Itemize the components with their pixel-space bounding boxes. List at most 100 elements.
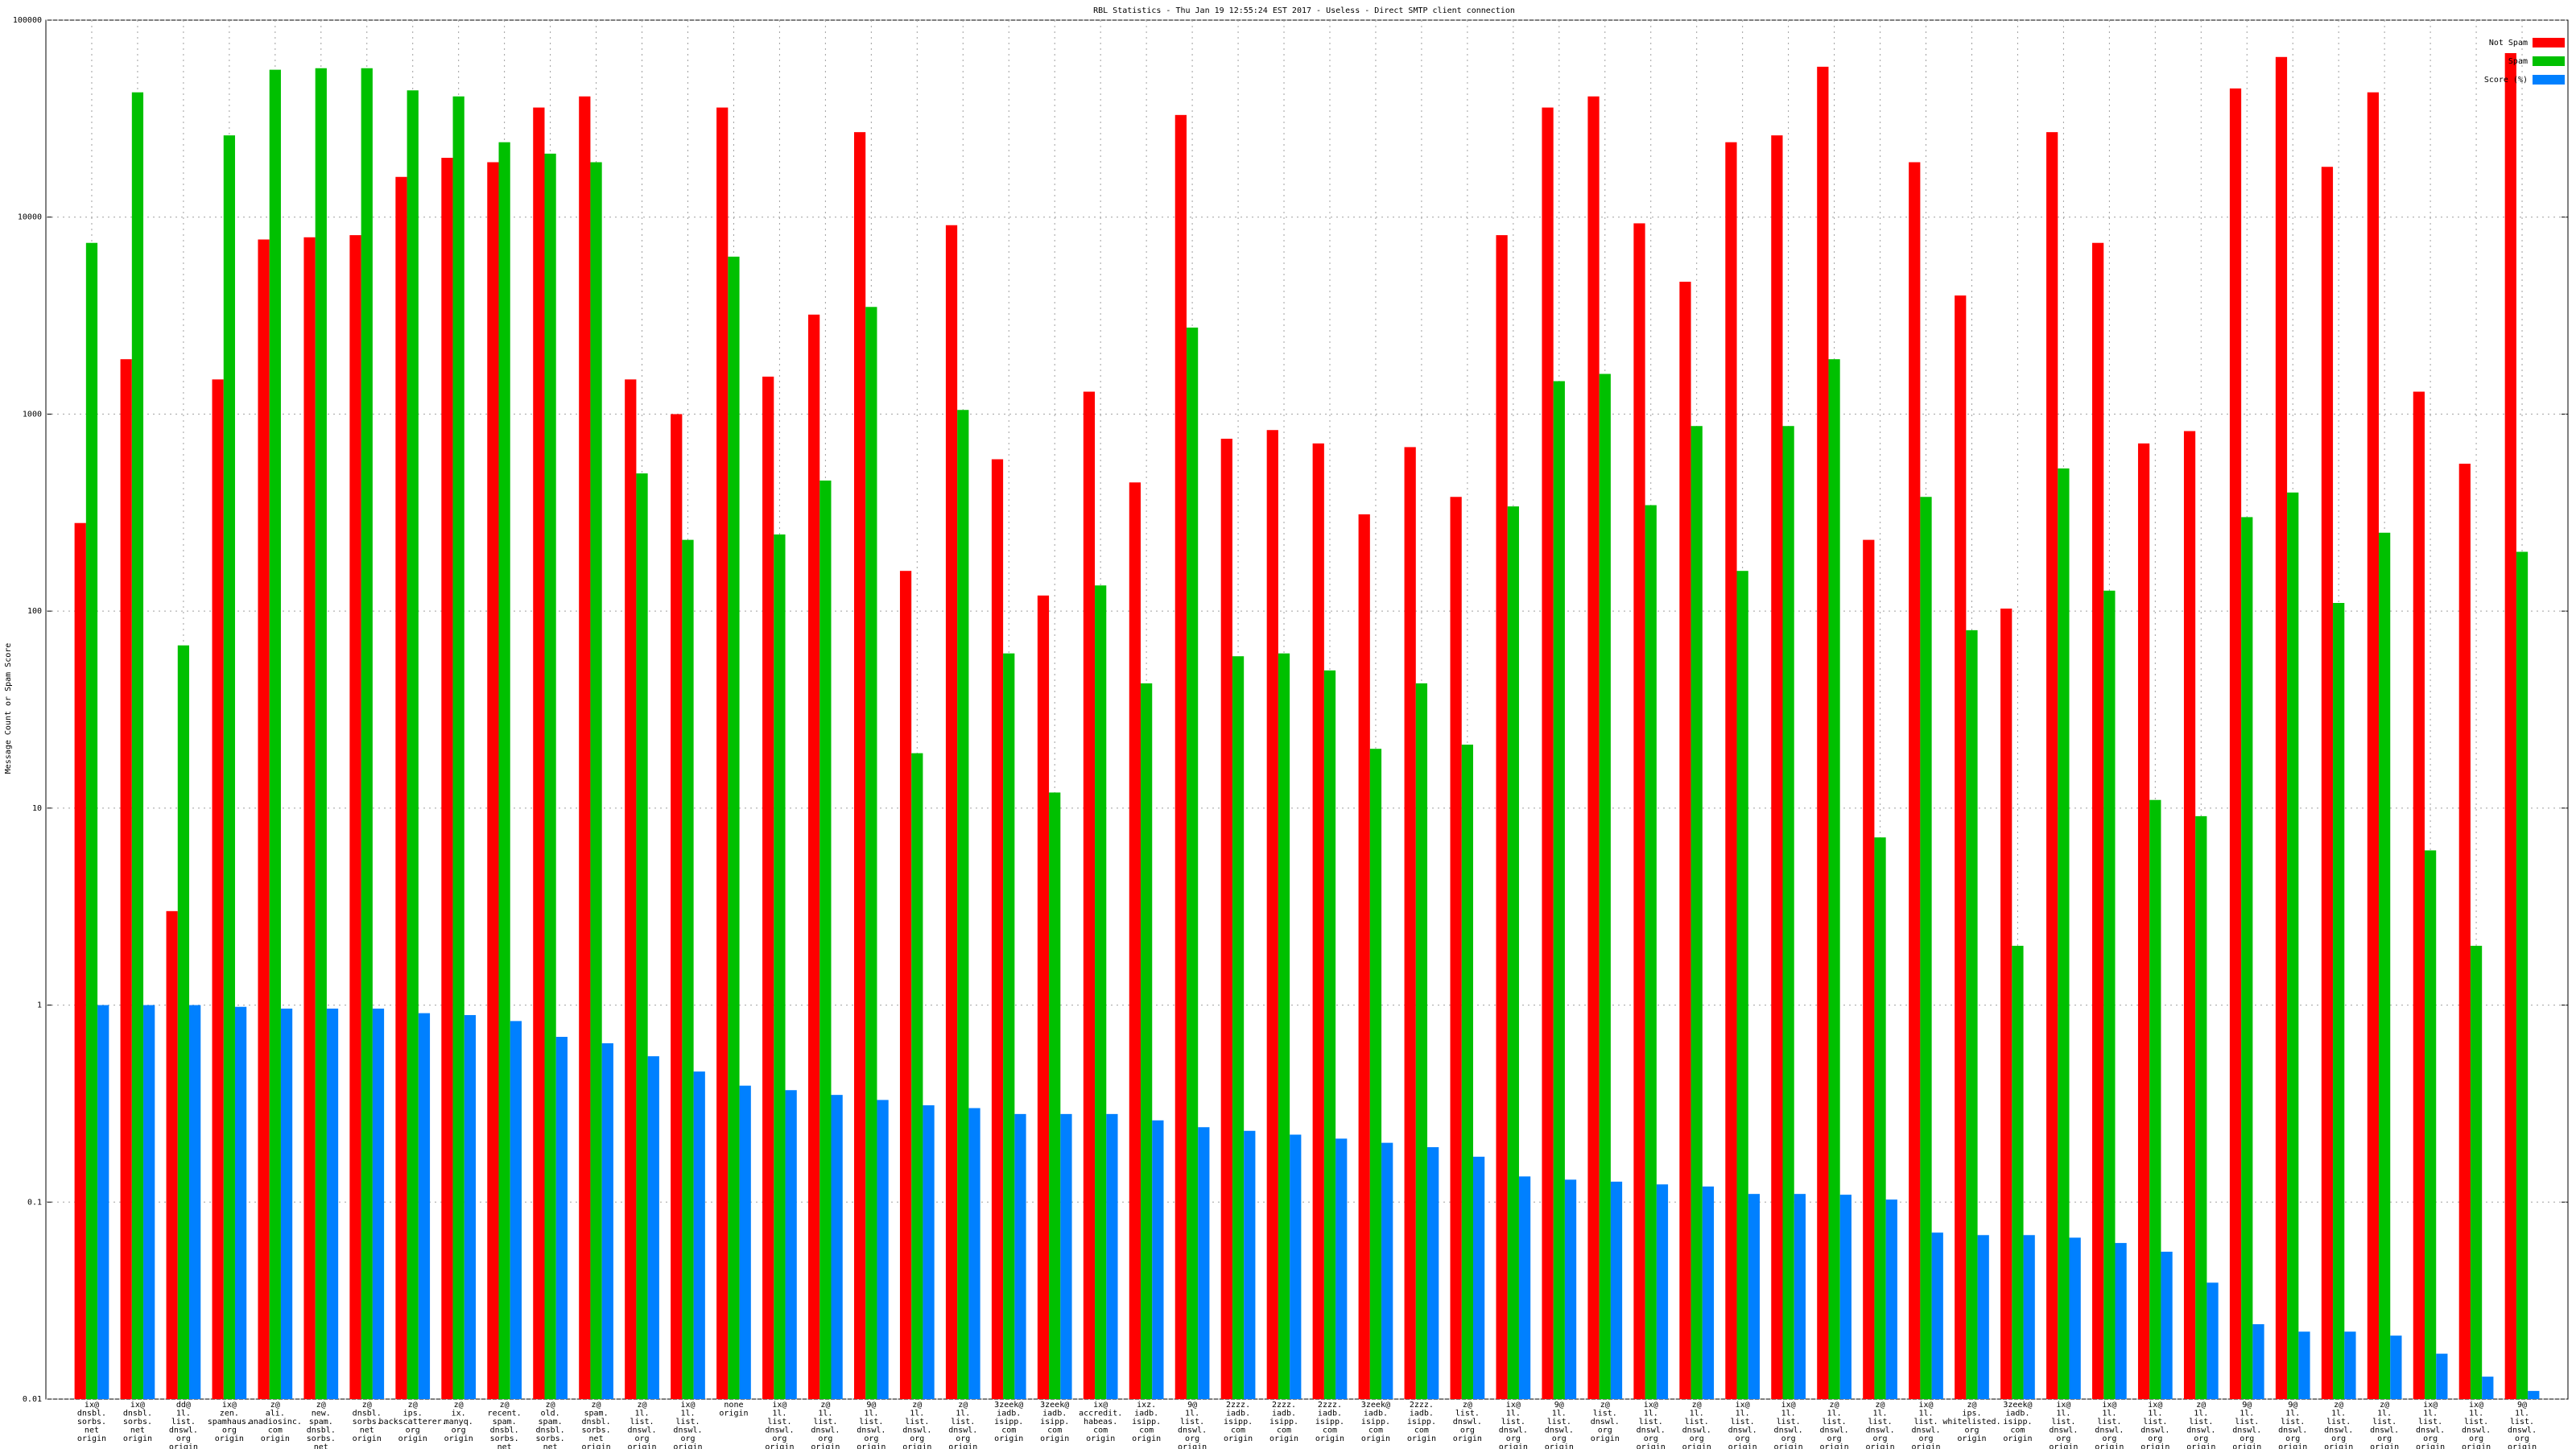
- x-tick-label-line: z@: [1830, 1401, 1839, 1410]
- bar: [1817, 66, 1829, 1399]
- x-tick-label: ix@ 1l. list. dnswl. org origin: [1774, 1401, 1803, 1449]
- bar: [544, 153, 556, 1399]
- x-tick-label-line: dd@: [176, 1401, 191, 1410]
- x-tick-label: z@ list. dnswl. org origin: [1591, 1401, 1620, 1443]
- x-tick-label-line: iadb.: [1410, 1410, 1434, 1418]
- bar: [2069, 1237, 2081, 1399]
- x-tick-label-line: z@: [454, 1401, 464, 1410]
- bar: [1610, 1181, 1623, 1399]
- x-tick-label-line: list.: [1455, 1410, 1480, 1418]
- bar: [739, 1085, 751, 1399]
- bar: [1232, 656, 1245, 1399]
- bar: [2424, 850, 2437, 1399]
- x-tick-label: 3zeek@ iadb. isipp. com origin: [2003, 1401, 2032, 1443]
- x-tick-label-line: dnswl.: [2049, 1426, 2078, 1435]
- x-tick-label-line: dnsbl.: [77, 1410, 106, 1418]
- x-tick-label-line: z@: [1463, 1401, 1472, 1410]
- y-axis-label: Message Count or Spam Score: [4, 643, 13, 774]
- x-tick-label-line: dnswl.: [2095, 1426, 2124, 1435]
- x-tick-label-line: 3zeek@: [2003, 1401, 2032, 1410]
- x-tick-label-line: ix@: [1506, 1401, 1521, 1410]
- bar: [1003, 653, 1015, 1399]
- x-tick-label-line: org: [1598, 1426, 1612, 1435]
- x-tick-label-line: isipp.: [1132, 1418, 1161, 1426]
- x-tick-label-line: z@: [1600, 1401, 1610, 1410]
- x-tick-label-line: origin: [857, 1443, 886, 1449]
- x-tick-label-line: ix@: [1781, 1401, 1796, 1410]
- x-tick-label-line: ix.: [452, 1410, 466, 1418]
- x-tick-label-line: 9@: [1554, 1401, 1564, 1410]
- x-tick-label: z@ dnsbl. sorbs. net origin: [353, 1401, 382, 1443]
- x-tick-label-line: 9@: [2517, 1401, 2527, 1410]
- bar: [774, 534, 786, 1399]
- x-tick-label-line: 1l.: [1185, 1410, 1199, 1418]
- x-tick-label-line: com: [2010, 1426, 2025, 1435]
- x-tick-label: z@ ips. whitelisted. org origin: [1942, 1401, 2000, 1443]
- x-tick-label-line: 1l.: [2240, 1410, 2254, 1418]
- x-tick-label: 2zzz. iadb. isipp. com origin: [1407, 1401, 1436, 1443]
- x-tick-label-line: z@: [362, 1401, 372, 1410]
- bar: [1656, 1184, 1669, 1399]
- bar: [1244, 1130, 1256, 1399]
- x-tick-label-line: z@: [958, 1401, 968, 1410]
- bar: [441, 158, 453, 1399]
- x-tick-label-line: 1l.: [1552, 1410, 1567, 1418]
- bar: [2183, 431, 2196, 1399]
- x-tick-label-line: iadb.: [1272, 1410, 1296, 1418]
- bar: [2379, 532, 2391, 1399]
- x-tick-label-line: org: [2194, 1435, 2208, 1443]
- x-tick-label-line: iadb.: [2005, 1410, 2029, 1418]
- bar: [97, 1005, 109, 1399]
- x-tick-label-line: z@: [2380, 1401, 2389, 1410]
- x-tick-label-line: sorbs.: [536, 1435, 565, 1443]
- bar: [349, 235, 361, 1399]
- x-tick-label-line: org: [910, 1435, 924, 1443]
- x-tick-label-line: z@: [270, 1401, 280, 1410]
- x-tick-label-line: sorbs.: [77, 1418, 106, 1426]
- x-tick-label-line: origin: [2370, 1443, 2399, 1449]
- x-tick-label-line: 1l.: [2285, 1410, 2300, 1418]
- legend-label: Score (%): [2484, 76, 2528, 85]
- x-tick-label-line: org: [1781, 1435, 1796, 1443]
- x-tick-label-line: origin: [2278, 1443, 2307, 1449]
- bar: [2458, 464, 2471, 1399]
- x-tick-label: z@ 1l. list. dnswl. org origin: [1682, 1401, 1711, 1449]
- bar: [418, 1013, 431, 1399]
- x-tick-label-line: sorbs.: [353, 1418, 382, 1426]
- chart-title: RBL Statistics - Thu Jan 19 12:55:24 EST…: [1093, 6, 1515, 15]
- x-tick-label: z@ list. dnswl. org origin: [1453, 1401, 1482, 1443]
- x-tick-label-line: dnswl.: [2508, 1426, 2537, 1435]
- x-tick-label-line: com: [1047, 1426, 1062, 1435]
- y-tick-label: 0.01: [23, 1395, 42, 1404]
- bar: [865, 307, 877, 1399]
- x-tick-label-line: 1l.: [2194, 1410, 2208, 1418]
- x-tick-label-line: dnswl.: [902, 1426, 931, 1435]
- bar: [899, 571, 912, 1399]
- x-tick-label-line: ips.: [1962, 1410, 1981, 1418]
- x-tick-label-line: 3zeek@: [1040, 1401, 1069, 1410]
- x-tick-label: ix@ 1l. list. dnswl. org origin: [2140, 1401, 2169, 1449]
- bar: [1186, 327, 1199, 1399]
- x-tick-label-line: isipp.: [1269, 1418, 1298, 1426]
- bar: [1290, 1134, 1302, 1399]
- x-tick-label-line: backscatterer.: [379, 1418, 447, 1426]
- x-tick-label: ix@ 1l. list. dnswl. org origin: [2416, 1401, 2445, 1449]
- bar: [177, 645, 190, 1399]
- x-tick-label-line: dnswl.: [2370, 1426, 2399, 1435]
- bar: [625, 379, 637, 1399]
- bar: [1771, 135, 1783, 1399]
- bar: [2436, 1353, 2448, 1399]
- x-tick-label-line: org: [2102, 1435, 2116, 1443]
- x-tick-label-line: 1l.: [2331, 1410, 2346, 1418]
- x-tick-label-line: origin: [169, 1443, 198, 1449]
- bar: [487, 162, 499, 1400]
- x-tick-label-line: com: [1277, 1426, 1291, 1435]
- x-tick-label-line: 1l.: [2423, 1410, 2438, 1418]
- x-tick-label: 3zeek@ iadb. isipp. com origin: [1040, 1401, 1069, 1443]
- x-tick-label: none origin: [719, 1401, 748, 1418]
- bar: [2229, 88, 2242, 1399]
- x-tick-label-line: origin: [1086, 1435, 1115, 1443]
- x-tick-label-line: list.: [1685, 1418, 1709, 1426]
- x-tick-label-line: origin: [1315, 1435, 1344, 1443]
